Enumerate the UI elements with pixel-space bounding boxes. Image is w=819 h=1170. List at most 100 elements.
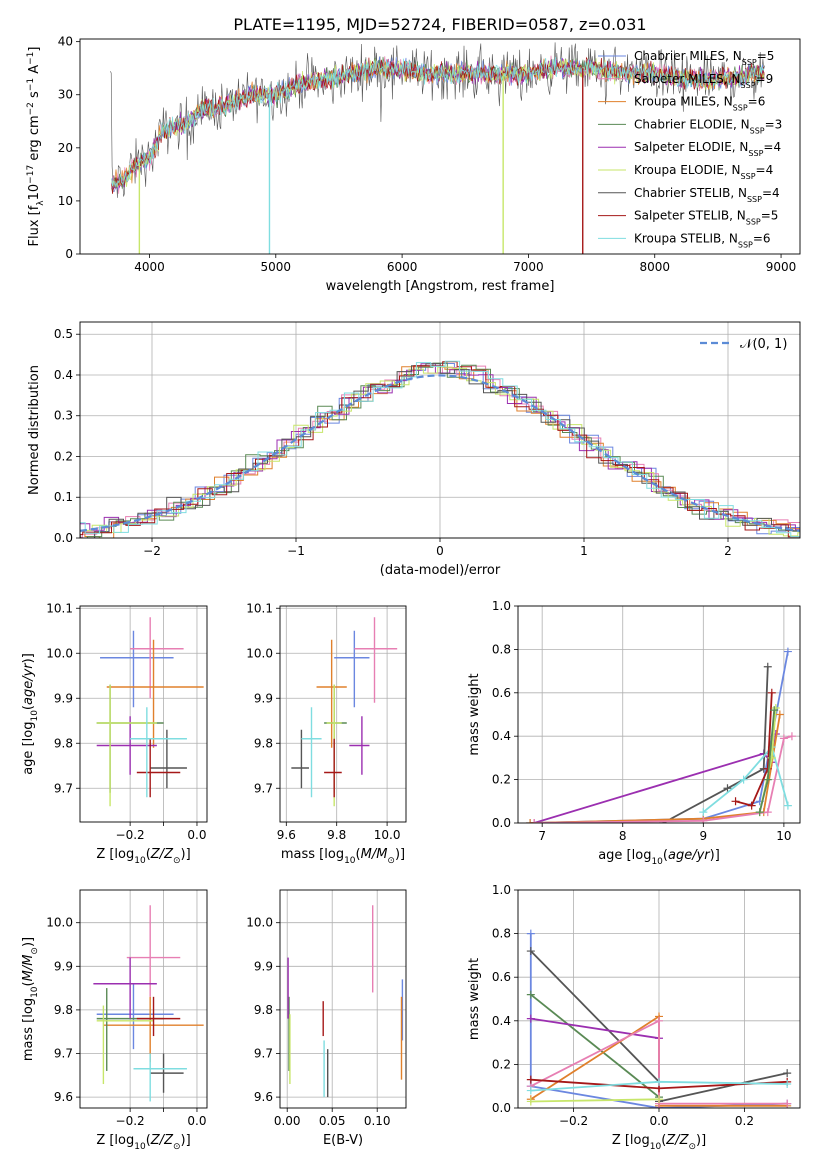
y-tick-label: 0.0 [492,816,511,830]
x-axis-label: E(B-V) [323,1133,363,1148]
y-tick-label: 9.8 [54,1003,73,1017]
weight-marker [779,734,788,743]
weight-marker [526,947,535,956]
legend-label: 𝒩(0, 1) [740,337,787,352]
y-tick-label: 0.1 [54,490,73,504]
y-tick-label: 0.4 [54,368,73,382]
legend-label: Kroupa MILES, NSSP=6 [634,95,765,113]
weight-series [530,1019,788,1105]
x-tick-label: 9.6 [277,828,296,842]
y-tick-label: 0.2 [54,449,73,463]
histogram-series [80,362,800,538]
weight-marker [731,797,740,806]
weight-marker [787,732,796,741]
legend-label: Salpeter ELODIE, NSSP=4 [634,140,781,158]
axes-spectrum: 4000 5000 6000 7000 8000 9000 0 10 20 30 40 wavelen… [26,35,801,294]
weight-marker [747,801,756,810]
weight-marker [763,808,772,817]
histogram-series [80,363,800,538]
x-tick-label: 9.8 [327,828,346,842]
y-tick-label: 20 [58,141,73,155]
y-tick-label: 0.8 [492,642,511,656]
y-tick-label: 9.9 [54,691,73,705]
y-tick-label: 10.0 [46,916,73,930]
y-tick-label: 10.1 [246,601,273,615]
x-tick-label: 2 [724,544,732,558]
weight-marker [526,819,535,823]
y-axis-label: Flux [fλ10−17 erg cm−2 s−1 A−1] [26,47,46,247]
x-axis-label: Z [log10(Z/Z⊙)] [96,1133,190,1152]
plot-area-spectrum [110,42,765,254]
axes-weight_vs_Z: −0.2 0.0 0.2 0.0 0.2 0.4 0.6 0.8 1.0 Z [log10(Z/Z… [467,883,801,1152]
y-tick-label: 9.6 [54,1090,73,1104]
y-axis-label: Normed distribution [27,365,42,495]
x-tick-label: 0.00 [274,1114,301,1128]
weight-marker [755,808,764,817]
weight-marker [783,801,792,810]
legend-label: Kroupa ELODIE, NSSP=4 [634,163,773,181]
weight-marker [723,784,732,793]
weight-marker [783,1080,792,1089]
legend-label: Kroupa STELIB, NSSP=6 [634,231,771,249]
axes-frame [517,605,801,824]
weight-marker [763,662,772,671]
x-tick-label: 8000 [639,260,670,274]
weight-series [530,993,660,1098]
legend-label: Salpeter MILES, NSSP=9 [634,72,773,90]
y-tick-label: 9.9 [254,691,273,705]
x-tick-label: 5000 [261,260,292,274]
y-axis-label: mass weight [467,673,482,755]
axes-age_vs_Z: −0.2 0.0 9.7 9.8 9.9 10.0 10.1 Z [log10(Z/Z⊙)] a… [21,601,208,866]
y-tick-label: 10.0 [246,646,273,660]
x-tick-label: −1 [287,544,305,558]
y-tick-label: 9.7 [54,781,73,795]
y-tick-label: 0.8 [492,927,511,941]
axes-frame [79,38,801,255]
x-tick-label: 9 [699,829,707,843]
axes-mass_vs_EBV: 0.00 0.05 0.10 9.6 9.7 9.8 9.9 10.0 E(B-V) [246,889,407,1148]
x-axis-label: Z [log10(Z/Z⊙)] [96,847,190,866]
spectrum-series [111,56,765,188]
x-tick-label: 0.2 [735,1114,754,1128]
x-axis-label: mass [log10(M/M⊙)] [281,847,405,866]
axes-frame [517,889,801,1109]
x-tick-label: −0.2 [559,1114,588,1128]
weight-marker [526,1014,535,1023]
weight-marker [770,706,779,715]
x-tick-label: 1 [580,544,588,558]
y-tick-label: 0.2 [492,773,511,787]
weight-marker [526,929,535,938]
gaussian-curve [80,374,800,532]
weight-marker [783,647,792,656]
x-tick-label: −0.2 [116,1114,145,1128]
weight-marker [526,1086,535,1095]
y-tick-label: 9.8 [254,1003,273,1017]
plot-area-mass_vs_EBV [287,905,404,1098]
y-tick-label: 9.9 [54,959,73,973]
plot-area-mass_vs_Z [93,905,204,1102]
y-tick-label: 0.6 [492,970,511,984]
weight-series [702,745,789,813]
weight-marker [655,1077,663,1086]
y-tick-label: 0.0 [54,531,73,545]
x-tick-label: 0 [436,544,444,558]
y-tick-label: 1.0 [492,883,511,897]
weight-marker [655,1016,663,1025]
y-tick-label: 10.1 [46,601,73,615]
weight-series [530,651,789,823]
x-axis-label: (data-model)/error [380,563,501,578]
weight-marker [526,1075,535,1084]
plot-area-weight_vs_Z [526,929,792,1108]
plot-area-weight_vs_age [526,647,796,823]
x-tick-label: 9000 [766,260,797,274]
weight-marker [775,710,784,719]
spectrum-legend: Chabrier MILES, NSSP=5 Salpeter MILES, NS… [598,49,782,249]
y-tick-label: 9.8 [54,736,73,750]
y-tick-label: 0.4 [492,1014,511,1028]
weight-series [735,692,773,807]
y-tick-label: 9.8 [254,736,273,750]
y-tick-label: 0.4 [492,729,511,743]
legend-label: Chabrier ELODIE, NSSP=3 [634,117,782,135]
histogram-series [80,360,800,538]
x-tick-label: 0.0 [187,828,206,842]
